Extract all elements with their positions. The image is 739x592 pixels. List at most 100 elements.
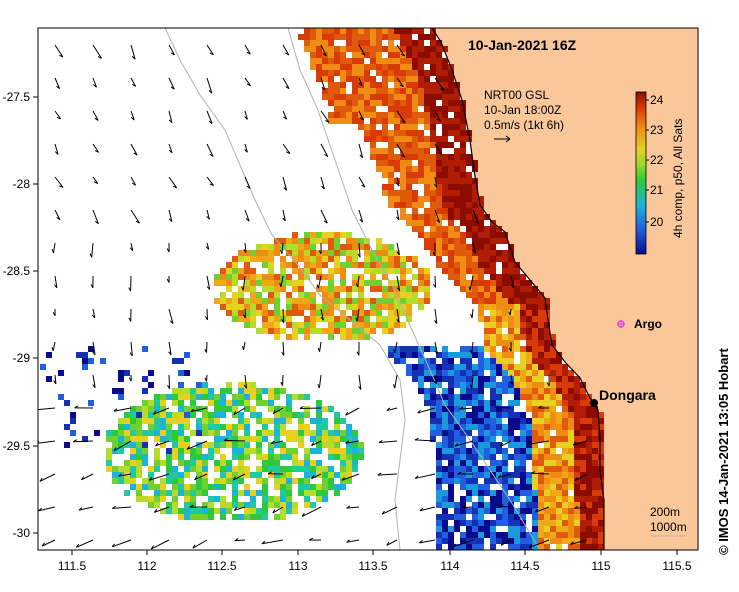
sst-pixel — [472, 502, 478, 508]
sst-pixel — [484, 328, 490, 334]
sst-pixel — [142, 454, 148, 460]
colorbar-tick: 24 — [650, 93, 664, 107]
sst-pixel — [262, 436, 268, 442]
sst-pixel — [298, 298, 304, 304]
sst-pixel — [526, 364, 532, 370]
sst-pixel — [478, 232, 484, 238]
sst-pixel — [340, 322, 346, 328]
sst-pixel — [412, 154, 418, 160]
sst-pixel — [202, 478, 208, 484]
sst-pixel — [532, 532, 538, 538]
sst-pixel — [388, 28, 394, 34]
sst-pixel — [478, 382, 484, 388]
sst-pixel — [388, 118, 394, 124]
sst-pixel — [346, 262, 352, 268]
sst-pixel — [442, 118, 448, 124]
current-vector — [130, 242, 134, 251]
sst-pixel — [466, 226, 472, 232]
sst-pixel — [292, 508, 298, 514]
sst-pixel — [580, 412, 586, 418]
sst-pixel — [508, 376, 514, 382]
current-vector — [168, 308, 174, 324]
sst-pixel — [292, 328, 298, 334]
sst-pixel — [358, 88, 364, 94]
sst-pixel — [148, 406, 154, 412]
sst-pixel — [388, 256, 394, 262]
sst-pixel — [550, 436, 556, 442]
sst-pixel — [382, 28, 388, 34]
sst-pixel — [340, 472, 346, 478]
sst-pixel — [184, 394, 190, 400]
sst-pixel — [454, 394, 460, 400]
sst-pixel — [352, 52, 358, 58]
sst-pixel — [424, 166, 430, 172]
sst-pixel — [430, 82, 436, 88]
sst-pixel — [376, 154, 382, 160]
sst-pixel — [214, 274, 220, 280]
sst-pixel — [190, 388, 196, 394]
sst-pixel — [502, 340, 508, 346]
sst-pixel — [328, 484, 334, 490]
current-vector-head — [168, 218, 173, 223]
sst-pixel — [274, 466, 280, 472]
sst-pixel — [208, 502, 214, 508]
sst-pixel — [256, 388, 262, 394]
sst-pixel — [328, 304, 334, 310]
sst-pixel — [484, 484, 490, 490]
sst-pixel — [460, 544, 466, 550]
sst-pixel — [496, 256, 502, 262]
sst-pixel — [412, 214, 418, 220]
sst-pixel — [178, 490, 184, 496]
current-vector-head — [190, 408, 195, 412]
current-vector — [510, 374, 514, 385]
sst-pixel — [352, 34, 358, 40]
sst-pixel — [274, 502, 280, 508]
sst-pixel — [466, 160, 472, 166]
current-vector-head — [356, 351, 360, 356]
sst-pixel — [322, 256, 328, 262]
sst-pixel — [376, 322, 382, 328]
sst-pixel — [310, 238, 316, 244]
sst-pixel — [328, 442, 334, 448]
sst-pixel — [382, 130, 388, 136]
sst-pixel — [388, 298, 394, 304]
sst-pixel — [586, 544, 592, 550]
sst-pixel — [238, 274, 244, 280]
sst-pixel — [178, 508, 184, 514]
current-vector-head — [233, 411, 237, 416]
sst-pixel — [292, 304, 298, 310]
sst-pixel — [448, 76, 454, 82]
sst-pixel — [490, 460, 496, 466]
sst-pixel — [346, 466, 352, 472]
current-vector-head — [131, 56, 136, 60]
sst-pixel — [544, 388, 550, 394]
sst-pixel — [322, 328, 328, 334]
sst-pixel — [394, 154, 400, 160]
sst-pixel — [196, 472, 202, 478]
sst-pixel — [496, 472, 502, 478]
sst-pixel — [454, 214, 460, 220]
sst-pixel — [466, 232, 472, 238]
sst-pixel — [508, 370, 514, 376]
sst-pixel — [196, 478, 202, 484]
sst-pixel — [280, 442, 286, 448]
sst-pixel — [448, 430, 454, 436]
sst-pixel — [424, 286, 430, 292]
sst-pixel — [400, 190, 406, 196]
sst-pixel — [472, 388, 478, 394]
sst-pixel — [520, 304, 526, 310]
current-vector-head — [414, 475, 419, 479]
sst-pixel — [364, 250, 370, 256]
current-vector-head — [168, 149, 173, 154]
sst-pixel — [448, 220, 454, 226]
sst-pixel — [484, 304, 490, 310]
sst-pixel — [502, 508, 508, 514]
sst-pixel — [304, 496, 310, 502]
sst-pixel — [478, 442, 484, 448]
sst-pixel — [430, 130, 436, 136]
sst-pixel — [310, 34, 316, 40]
sst-pixel — [526, 298, 532, 304]
sst-pixel — [172, 490, 178, 496]
sst-pixel — [514, 292, 520, 298]
sst-pixel — [250, 472, 256, 478]
